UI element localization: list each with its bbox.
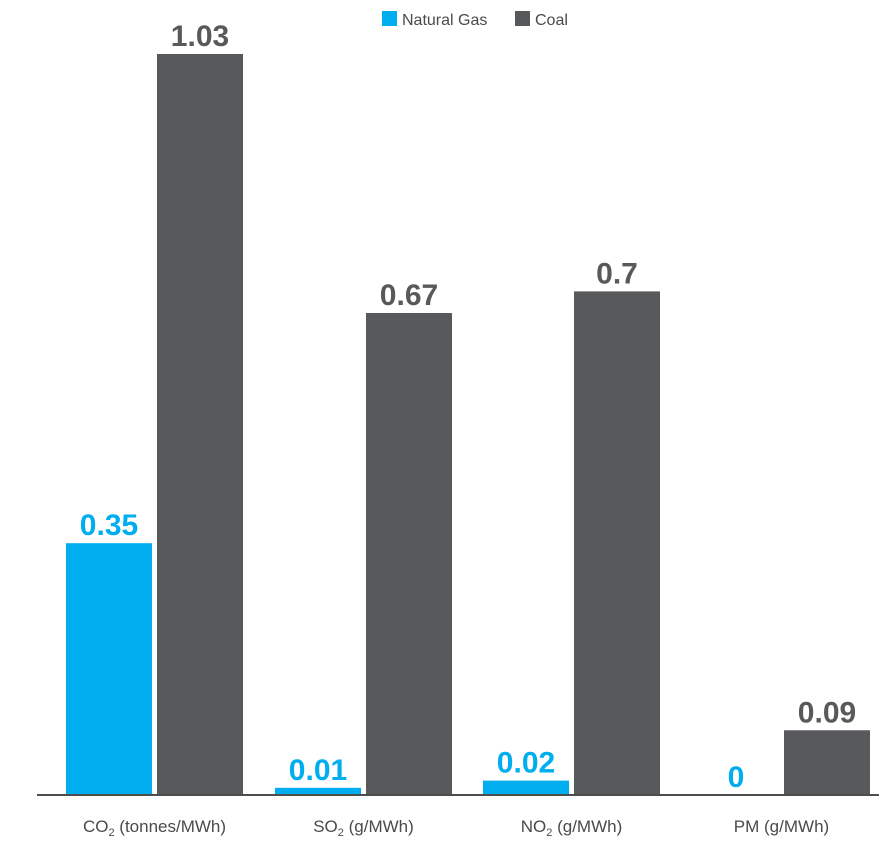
x-tick-label-0: CO2 (tonnes/MWh) [83, 817, 226, 839]
x-tick-labels: CO2 (tonnes/MWh) SO2 (g/MWh) NO2 (g/MWh) PM… [83, 817, 829, 839]
value-label-coal-1: 0.67 [380, 279, 438, 312]
x-tick-label-rest: (g/MWh) [552, 817, 622, 836]
x-tick-label-2: NO2 (g/MWh) [521, 817, 623, 839]
bar-natural-gas-2 [483, 780, 569, 795]
x-tick-label-main: NO [521, 817, 547, 836]
legend-swatch-natural-gas [382, 11, 397, 26]
x-tick-label-main: PM (g/MWh) [734, 817, 829, 836]
x-tick-label-subscript: 2 [108, 827, 114, 839]
legend-swatch-coal [515, 11, 530, 26]
x-tick-label-main: SO [313, 817, 338, 836]
value-labels-group: 0.35 0.01 0.02 0 1.03 0.67 0.7 0.09 [80, 20, 856, 794]
legend: Natural Gas Coal [382, 11, 568, 29]
value-label-natural-gas-0: 0.35 [80, 509, 138, 542]
value-label-coal-3: 0.09 [798, 696, 856, 729]
value-label-natural-gas-1: 0.01 [289, 754, 347, 787]
x-tick-label-rest: (g/MWh) [344, 817, 414, 836]
bar-coal-0 [157, 54, 243, 795]
legend-label-coal: Coal [535, 12, 568, 29]
bar-coal-2 [574, 291, 660, 795]
x-tick-label-main: CO [83, 817, 109, 836]
x-tick-label-subscript: 2 [338, 827, 344, 839]
x-tick-label-1: SO2 (g/MWh) [313, 817, 414, 839]
bar-natural-gas-1 [275, 787, 361, 795]
legend-label-natural-gas: Natural Gas [402, 12, 487, 29]
value-label-coal-0: 1.03 [171, 20, 229, 53]
value-label-natural-gas-2: 0.02 [497, 747, 555, 780]
bars-group [66, 54, 870, 795]
value-label-natural-gas-3: 0 [728, 761, 745, 794]
bar-coal-1 [366, 312, 452, 795]
bar-natural-gas-0 [66, 543, 152, 795]
bar-coal-3 [784, 730, 870, 795]
x-tick-label-subscript: 2 [546, 827, 552, 839]
x-tick-label-3: PM (g/MWh) [734, 817, 829, 836]
value-label-coal-2: 0.7 [596, 257, 638, 290]
x-tick-label-rest: (tonnes/MWh) [115, 817, 226, 836]
